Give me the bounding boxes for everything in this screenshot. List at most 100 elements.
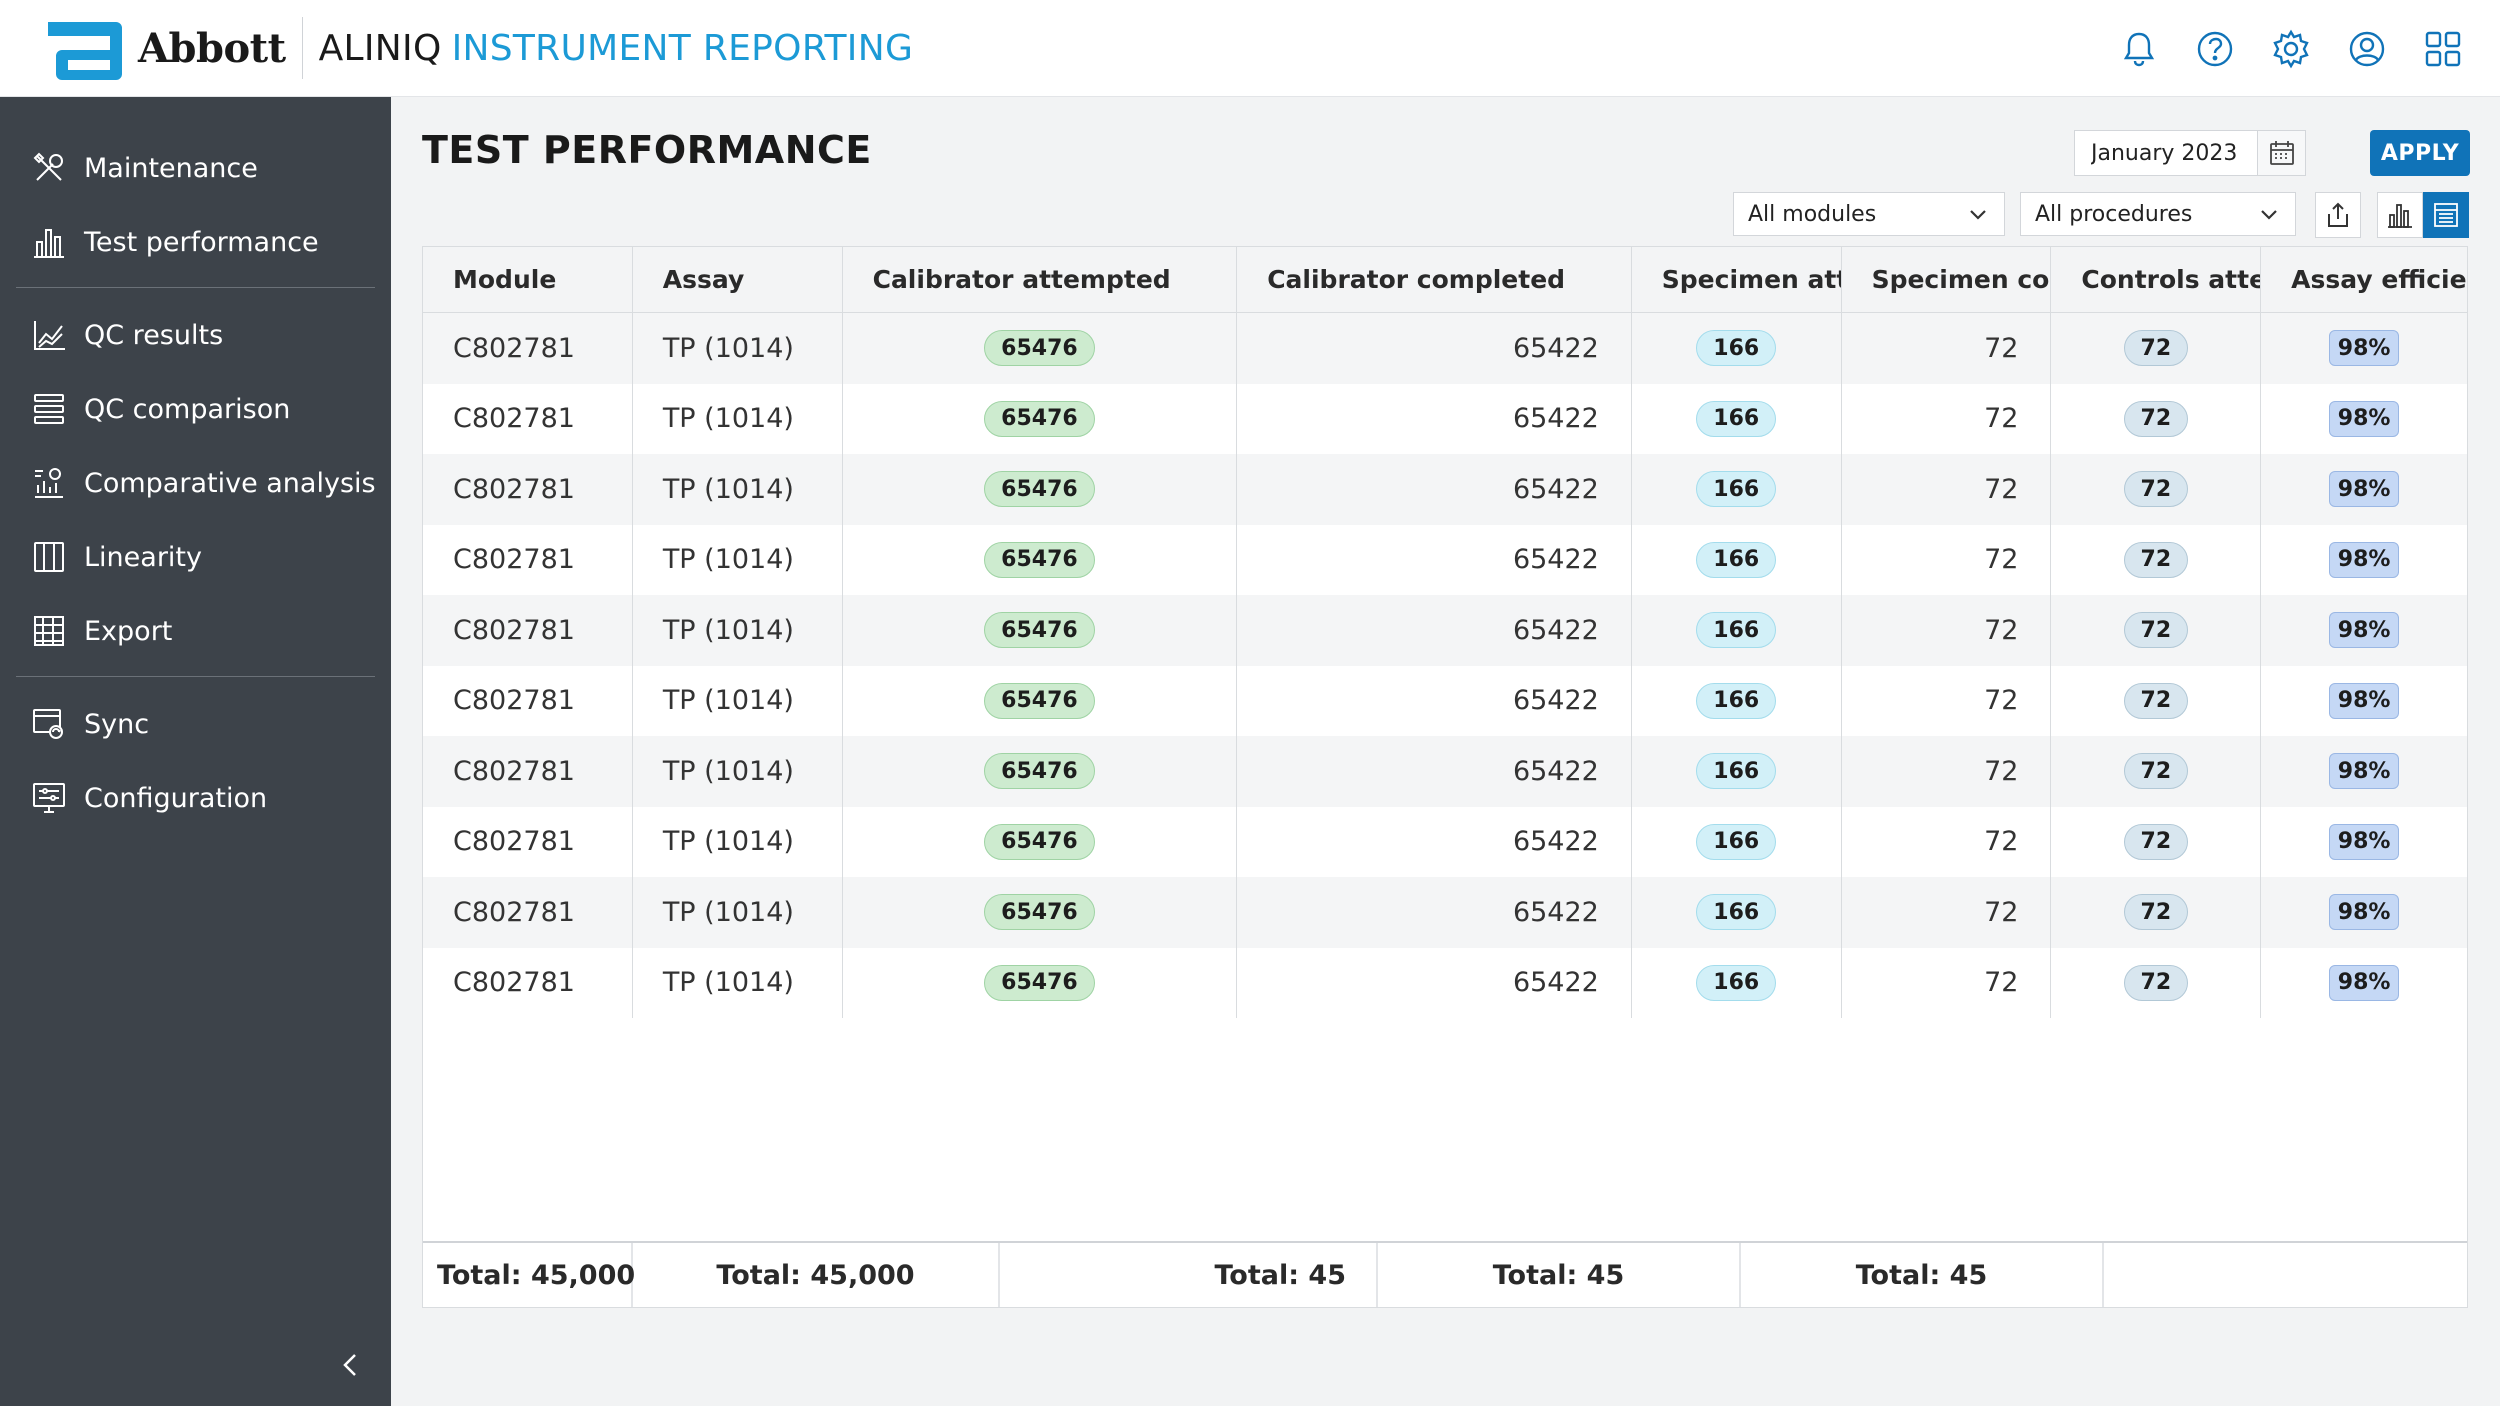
column-header-module[interactable]: Module	[423, 247, 633, 312]
bell-icon[interactable]	[2118, 28, 2160, 70]
apply-button[interactable]: APPLY	[2370, 130, 2470, 176]
table-row[interactable]: C802781 TP (1014) 65476 65422 166 72 72 98%	[423, 595, 2467, 666]
value-badge: 72	[2123, 753, 2189, 790]
sidebar-item-sync[interactable]: Sync	[0, 687, 391, 761]
cell-assay: TP (1014)	[633, 454, 843, 525]
total-cell: Total: 45	[1000, 1243, 1378, 1307]
cell-calibrator-attempted: 65476	[843, 806, 1238, 877]
cell-calibrator-completed: 65422	[1237, 877, 1632, 948]
column-header-assay[interactable]: Assay	[633, 247, 843, 312]
table-row[interactable]: C802781 TP (1014) 65476 65422 166 72 72 98%	[423, 806, 2467, 877]
cell-specimen-attempted: 166	[1632, 595, 1842, 666]
table-row[interactable]: C802781 TP (1014) 65476 65422 166 72 72 98%	[423, 947, 2467, 1019]
help-icon[interactable]	[2194, 28, 2236, 70]
table-row[interactable]: C802781 TP (1014) 65476 65422 166 72 72 98%	[423, 383, 2467, 454]
cell-calibrator-completed: 65422	[1237, 806, 1632, 877]
cell-specimen-completed: 72	[1842, 383, 2052, 454]
sidebar-item-maintenance[interactable]: Maintenance	[0, 131, 391, 205]
abbott-logo[interactable]: Abbott ALINIQ INSTRUMENT REPORTING	[44, 0, 913, 97]
table-row[interactable]: C802781 TP (1014) 65476 65422 166 72 72 98%	[423, 877, 2467, 948]
module-filter-select[interactable]: All modules	[1733, 192, 2005, 236]
cell-calibrator-completed: 65422	[1237, 313, 1632, 384]
sidebar-item-linearity[interactable]: Linearity	[0, 520, 391, 594]
value-badge: 72	[2123, 823, 2189, 860]
sidebar-item-comparative-analysis[interactable]: Comparative analysis	[0, 446, 391, 520]
sidebar-item-label: Export	[84, 615, 173, 647]
value-badge: 98%	[2328, 682, 2400, 719]
cell-calibrator-attempted: 65476	[843, 877, 1238, 948]
table-row[interactable]: C802781 TP (1014) 65476 65422 166 72 72 98%	[423, 454, 2467, 525]
table-view-icon	[2434, 203, 2458, 227]
cell-calibrator-completed: 65422	[1237, 595, 1632, 666]
cell-module: C802781	[423, 806, 633, 877]
value-badge: 72	[2123, 612, 2189, 649]
column-header-specimen-attempted[interactable]: Specimen attempted	[1632, 247, 1842, 312]
cell-controls-attempted: 72	[2051, 313, 2262, 384]
cell-assay-efficiency: 98%	[2261, 948, 2467, 1019]
cell-specimen-completed: 72	[1842, 595, 2052, 666]
column-header-calibrator-completed[interactable]: Calibrator completed	[1237, 247, 1632, 312]
apps-grid-icon[interactable]	[2422, 28, 2464, 70]
table-row[interactable]: C802781 TP (1014) 65476 65422 166 72 72 98%	[423, 736, 2467, 807]
user-icon[interactable]	[2346, 28, 2388, 70]
column-header-controls-attempted[interactable]: Controls attempted	[2051, 247, 2262, 312]
share-icon	[2328, 202, 2348, 227]
cell-assay: TP (1014)	[633, 595, 843, 666]
cell-module: C802781	[423, 947, 633, 1018]
value-badge: 166	[1696, 682, 1777, 719]
date-input[interactable]	[2075, 140, 2265, 166]
cell-calibrator-completed: 65422	[1237, 947, 1632, 1018]
value-badge: 166	[1696, 823, 1777, 860]
sidebar-item-label: QC results	[84, 319, 224, 351]
table-row[interactable]: C802781 TP (1014) 65476 65422 166 72 72 98%	[423, 665, 2467, 736]
sidebar-item-label: QC comparison	[84, 393, 291, 425]
sidebar-item-label: Linearity	[84, 541, 202, 573]
value-badge: 98%	[2328, 330, 2400, 367]
column-header-calibrator-attempted[interactable]: Calibrator attempted	[843, 247, 1238, 312]
cell-specimen-attempted: 166	[1632, 947, 1842, 1018]
sidebar-item-qc-comparison[interactable]: QC comparison	[0, 372, 391, 446]
sidebar-item-qc-results[interactable]: QC results	[0, 298, 391, 372]
cell-assay: TP (1014)	[633, 877, 843, 948]
table-row[interactable]: C802781 TP (1014) 65476 65422 166 72 72 98%	[423, 524, 2467, 596]
date-picker[interactable]	[2074, 130, 2306, 176]
column-header-specimen-completed[interactable]: Specimen completed	[1842, 247, 2052, 312]
cell-calibrator-attempted: 65476	[843, 595, 1238, 666]
value-badge: 98%	[2328, 471, 2400, 508]
cell-controls-attempted: 72	[2051, 806, 2262, 877]
calendar-button[interactable]	[2257, 131, 2305, 175]
columns-icon	[30, 538, 68, 576]
cell-specimen-attempted: 166	[1632, 665, 1842, 736]
cell-module: C802781	[423, 524, 633, 595]
cell-assay: TP (1014)	[633, 313, 843, 384]
bar-chart-icon	[2388, 204, 2412, 228]
collapse-sidebar-button[interactable]	[335, 1345, 365, 1385]
stack-icon	[30, 390, 68, 428]
chart-view-button[interactable]	[2377, 192, 2423, 238]
header-actions	[2118, 0, 2464, 97]
table-header: Module Assay Calibrator attempted Calibr…	[423, 247, 2467, 313]
gear-icon[interactable]	[2270, 28, 2312, 70]
module-filter-value: All modules	[1748, 201, 1877, 227]
column-header-assay-efficiency[interactable]: Assay efficiency	[2291, 265, 2467, 294]
share-export-button[interactable]	[2315, 192, 2361, 238]
procedure-filter-select[interactable]: All procedures	[2020, 192, 2296, 236]
cell-calibrator-attempted: 65476	[843, 736, 1238, 807]
table-body: C802781 TP (1014) 65476 65422 166 72 72 98% C802…	[423, 313, 2467, 1018]
export-grid-icon	[30, 612, 68, 650]
sidebar-item-configuration[interactable]: Configuration	[0, 761, 391, 835]
value-badge: 65476	[984, 541, 1095, 578]
sidebar: Maintenance Test performance QC results …	[0, 97, 391, 1406]
table-row[interactable]: C802781 TP (1014) 65476 65422 166 72 72 98%	[423, 313, 2467, 384]
page-title: TEST PERFORMANCE	[422, 128, 872, 172]
cell-assay-efficiency: 98%	[2261, 525, 2467, 596]
cell-assay: TP (1014)	[633, 524, 843, 595]
value-badge: 72	[2123, 964, 2189, 1001]
test-performance-table: Module Assay Calibrator attempted Calibr…	[422, 246, 2468, 1308]
table-view-button[interactable]	[2423, 192, 2469, 238]
sidebar-item-export[interactable]: Export	[0, 594, 391, 668]
table-totals-row: Total: 45,000 Total: 45,000 Total: 45 To…	[423, 1241, 2467, 1307]
chevron-down-icon	[2261, 210, 2277, 220]
value-badge: 98%	[2328, 894, 2400, 931]
sidebar-item-test-performance[interactable]: Test performance	[0, 205, 391, 279]
